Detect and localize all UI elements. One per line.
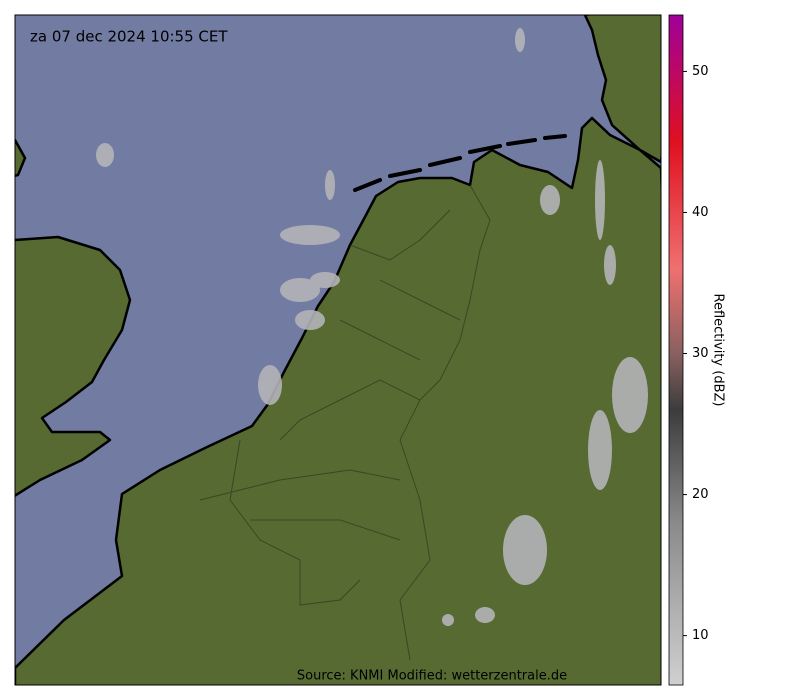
- colorbar: [668, 14, 684, 686]
- source: Source: KNMI Modified: wetterzentrale.de: [297, 669, 567, 684]
- colorbar-label: Reflectivity (dBZ): [711, 294, 726, 407]
- map-frame: [14, 14, 662, 686]
- colorbar-tick-label: 50: [692, 64, 709, 79]
- colorbar-tick-label: 20: [692, 487, 709, 502]
- colorbar-tick-label: 30: [692, 346, 709, 361]
- borders: [199, 184, 491, 661]
- colorbar-tick-label: 10: [692, 628, 709, 643]
- precipitation: [96, 28, 648, 626]
- england: [15, 235, 132, 498]
- timestamp: za 07 dec 2024 10:55 CET: [30, 28, 228, 46]
- map: [15, 15, 661, 685]
- colorbar-tick-label: 40: [692, 205, 709, 220]
- islands: [353, 134, 567, 192]
- scotland: [15, 138, 27, 178]
- scandinavia: [583, 15, 661, 164]
